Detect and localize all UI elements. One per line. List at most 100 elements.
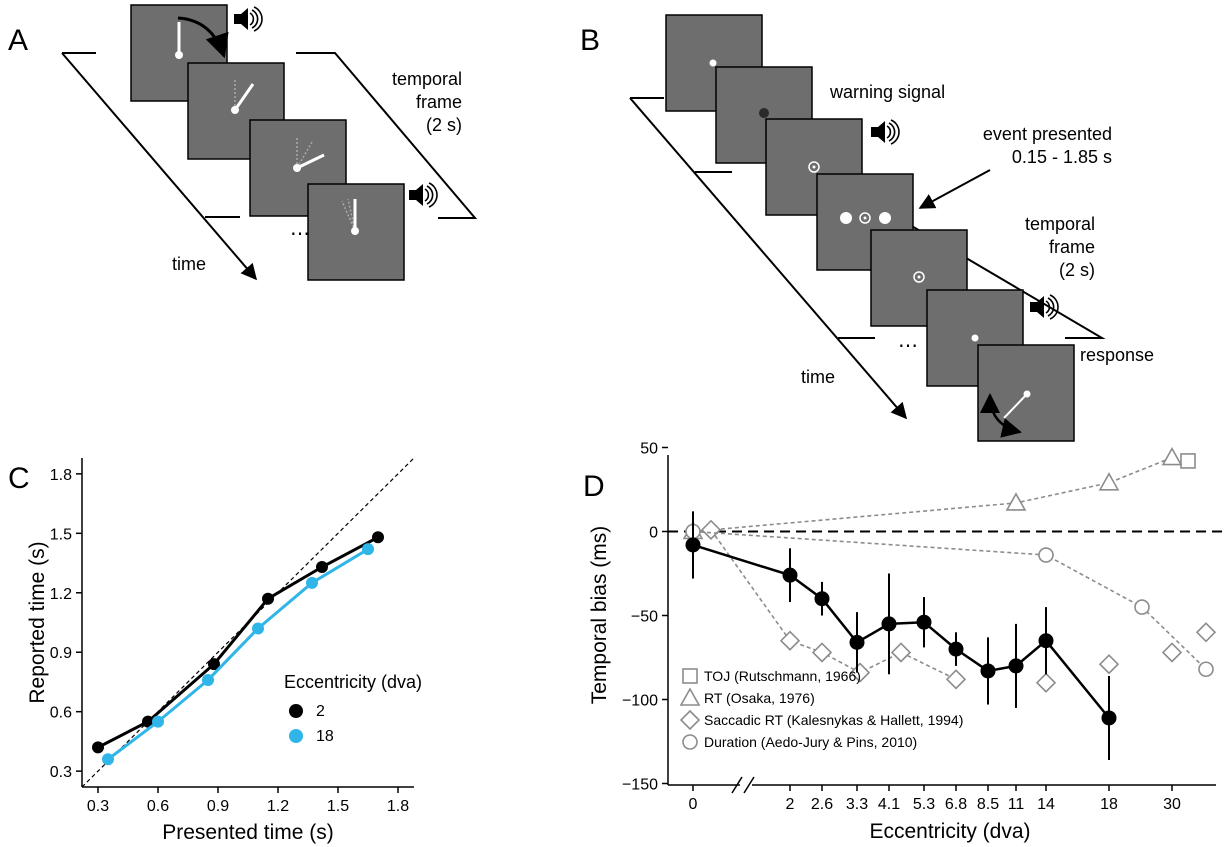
y-tick-label: 1.8: [50, 467, 72, 484]
legend-marker-2: [289, 704, 303, 718]
literature-point-diamond: [849, 662, 871, 683]
literature-point-diamond: [1098, 654, 1120, 675]
warning-dot: [759, 108, 769, 118]
y-axis-title: Temporal bias (ms): [588, 526, 611, 705]
x-axis-title: Presented time (s): [162, 821, 334, 844]
x-tick-label: 11: [1008, 796, 1025, 813]
time-label: time: [801, 367, 835, 387]
y-tick-label: 0.6: [50, 705, 72, 722]
ellipsis: ⋯: [898, 335, 918, 357]
x-tick-label: 8.5: [977, 796, 999, 813]
literature-point-square: [1180, 453, 1196, 469]
panel-c-plot: 0.3 0.6 0.9 1.2 1.5 1.8 0.3 0.6 0.9 1.2 1.5 1.8 Pres…: [26, 457, 422, 844]
current-study-point: [980, 663, 996, 679]
y-tick-label: −150: [622, 777, 658, 794]
data-point-2: [262, 592, 274, 605]
panel-d-letter: D: [583, 470, 605, 503]
fixation-dot: [971, 334, 979, 342]
current-study-point: [685, 537, 701, 553]
x-tick-label: 14: [1037, 796, 1055, 813]
x-tick-label: 2: [786, 796, 795, 813]
literature-point-triangle: [1161, 446, 1183, 466]
current-study-point: [881, 616, 897, 632]
frame-label-line-1: temporal: [1025, 214, 1095, 234]
frame-label-line-2: frame: [416, 92, 462, 112]
event-pointer-arrow: [918, 169, 991, 209]
x-tick-label: 0.6: [147, 798, 169, 815]
data-point-18: [362, 543, 374, 556]
data-point-18: [202, 673, 214, 686]
legend-label-square: TOJ (Rutschmann, 1966): [704, 668, 861, 684]
y-tick-label: 1.5: [50, 526, 72, 543]
x-axis-title: Eccentricity (dva): [869, 820, 1030, 843]
legend-label-circle: Duration (Aedo-Jury & Pins, 2010): [704, 734, 917, 750]
x-tick-label: 0: [689, 796, 698, 813]
axis-break-mark: [731, 776, 743, 794]
panel-b-letter: B: [580, 24, 600, 57]
panel-c: C 0.3 0.6 0.9 1.2 1.5 1.8 0.3 0.6 0.9 1.2 1.5 1.8 Pr…: [8, 457, 422, 844]
time-label: time: [172, 254, 206, 274]
clock-hand-3: [293, 137, 325, 172]
y-tick-label: 0.9: [50, 645, 72, 662]
literature-point-diamond: [890, 642, 912, 663]
temporal-frame-bracket: [296, 52, 478, 219]
y-tick-label: 0: [649, 525, 658, 542]
x-tick-label: 6.8: [945, 796, 967, 813]
fixation-dot: [709, 59, 717, 67]
literature-point-circle: [1198, 661, 1214, 678]
legend-label-2: 2: [316, 703, 325, 720]
fixation-target: [913, 271, 925, 283]
frame-label-line-2: frame: [1049, 237, 1095, 257]
literature-point-diamond: [779, 630, 801, 651]
legend-label-diamond: Saccadic RT (Kalesnykas & Hallett, 1994): [704, 712, 963, 728]
y-tick-label: 1.2: [50, 586, 72, 603]
legend-marker-square: [682, 668, 698, 684]
speaker-icon: [408, 182, 438, 208]
data-point-2: [372, 531, 384, 544]
literature-line-diamond: [710, 529, 957, 681]
event-label-line-2: 0.15 - 1.85 s: [1012, 147, 1112, 167]
data-point-2: [92, 741, 104, 754]
literature-point-diamond: [700, 519, 722, 540]
axis-break-mark: [743, 776, 755, 794]
x-tick-label: 4.1: [878, 796, 900, 813]
legend-label-triangle: RT (Osaka, 1976): [704, 690, 815, 706]
data-point-2: [316, 561, 328, 574]
legend-marker-triangle: [679, 687, 701, 706]
clock-hand-4: [341, 198, 359, 235]
series-line-18: [107, 547, 369, 761]
legend-title: Eccentricity (dva): [284, 672, 422, 692]
legend-label-18: 18: [316, 728, 334, 745]
response-rotation-arrow: [980, 393, 1022, 438]
current-study-point: [1038, 633, 1054, 649]
panel-d-plot: 50 0 −50 −100 −150 0 2 2.6 3.3 4.1 5.3 6.8 8.5 11 14 18…: [588, 441, 1225, 843]
current-study-point: [814, 591, 830, 607]
literature-point-diamond: [1035, 672, 1057, 693]
current-study-point: [1101, 710, 1117, 726]
current-study-point: [948, 641, 964, 657]
x-tick-label: 18: [1100, 796, 1118, 813]
response-label: response: [1080, 345, 1154, 365]
y-tick-label: 0.3: [50, 764, 72, 781]
data-point-18: [102, 753, 114, 766]
literature-point-triangle: [1005, 492, 1027, 511]
literature-line-triangle: [692, 456, 1173, 533]
x-tick-label: 5.3: [913, 796, 935, 813]
warning-signal-label: warning signal: [829, 82, 945, 102]
literature-point-diamond: [1195, 622, 1217, 643]
speaker-icon: [233, 6, 263, 32]
rotation-arrow: [177, 16, 229, 59]
speaker-icon: [870, 119, 900, 145]
y-tick-label: −100: [622, 693, 658, 710]
legend-marker-18: [289, 729, 303, 743]
legend-marker-circle: [682, 734, 698, 750]
data-point-2: [142, 715, 154, 728]
x-tick-label: 0.9: [207, 798, 229, 815]
x-tick-label: 1.5: [327, 798, 349, 815]
event-label-line-1: event presented: [983, 124, 1112, 144]
x-tick-label: 1.8: [387, 798, 409, 815]
literature-point-circle: [1038, 547, 1054, 563]
x-tick-label: 2.6: [811, 796, 833, 813]
frame-label-line-3: (2 s): [426, 115, 462, 135]
